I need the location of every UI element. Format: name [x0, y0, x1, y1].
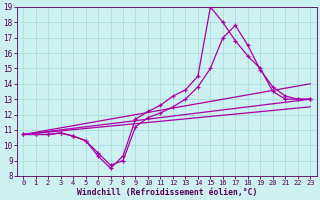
X-axis label: Windchill (Refroidissement éolien,°C): Windchill (Refroidissement éolien,°C) — [76, 188, 257, 197]
